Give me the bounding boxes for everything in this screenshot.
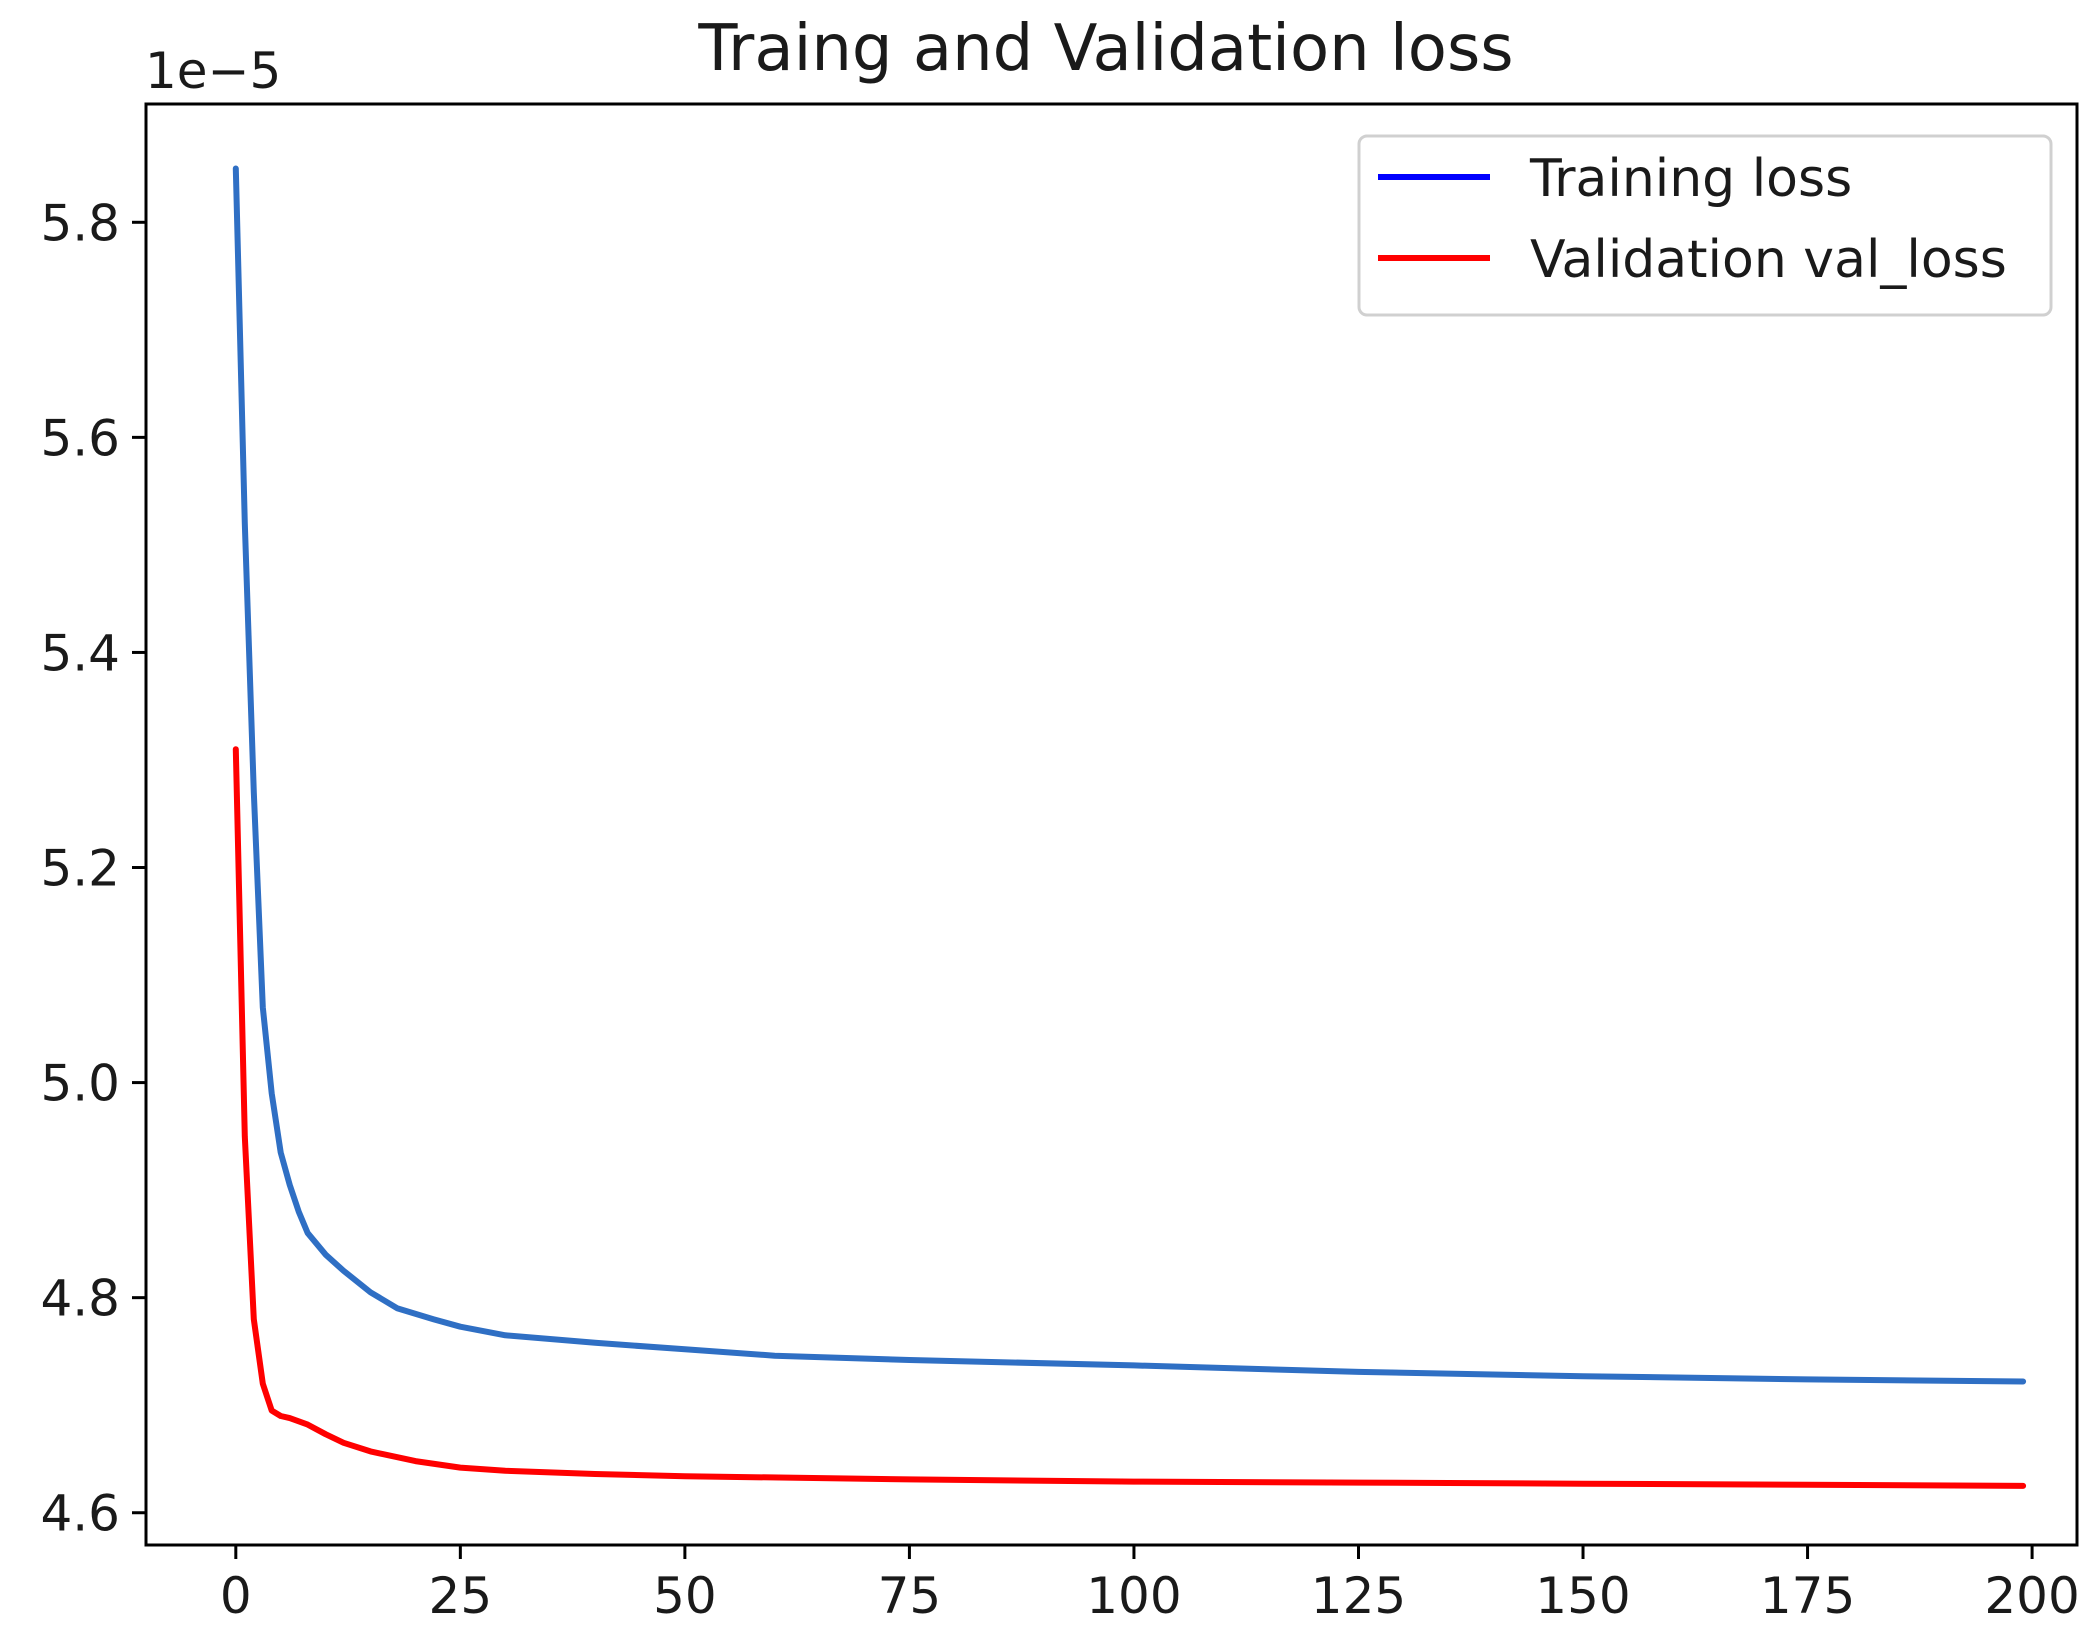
y-tick-label: 5.8	[40, 194, 120, 252]
legend-training-label: Training loss	[1529, 149, 1852, 209]
y-tick-label: 5.6	[40, 409, 120, 467]
validation-loss-line	[232, 746, 2027, 1489]
y-tick-label: 4.6	[40, 1485, 120, 1543]
chart-title: Traing and Validation loss	[697, 12, 1513, 86]
axes-frame	[144, 102, 2079, 1547]
legend-validation-label: Validation val_loss	[1530, 230, 2007, 290]
training-loss-line	[232, 165, 2027, 1385]
y-tick-label: 5.4	[40, 624, 120, 682]
x-tick-label: 100	[1086, 1567, 1181, 1625]
x-tick-label: 75	[878, 1567, 942, 1625]
x-tick-label: 175	[1760, 1567, 1855, 1625]
x-tick-label: 0	[220, 1567, 252, 1625]
x-tick-label: 125	[1311, 1567, 1406, 1625]
legend: Training loss Validation val_loss	[1357, 134, 2053, 317]
x-tick-label: 200	[1984, 1567, 2079, 1625]
y-tick-label: 5.0	[40, 1055, 120, 1113]
x-tick-label: 25	[429, 1567, 493, 1625]
plot-area	[232, 165, 2027, 1489]
legend-box	[1357, 134, 2053, 317]
x-tick-label: 50	[653, 1567, 717, 1625]
axis-ticks: 0 25 50 75 100 125 150 175 200 4.6 4.8 5.0 5.2 5.4 5.6…	[40, 194, 2079, 1625]
y-tick-label: 5.2	[40, 840, 120, 898]
x-tick-label: 150	[1535, 1567, 1630, 1625]
y-tick-label: 4.8	[40, 1270, 120, 1328]
y-axis-offset-label: 1e−5	[145, 42, 281, 100]
